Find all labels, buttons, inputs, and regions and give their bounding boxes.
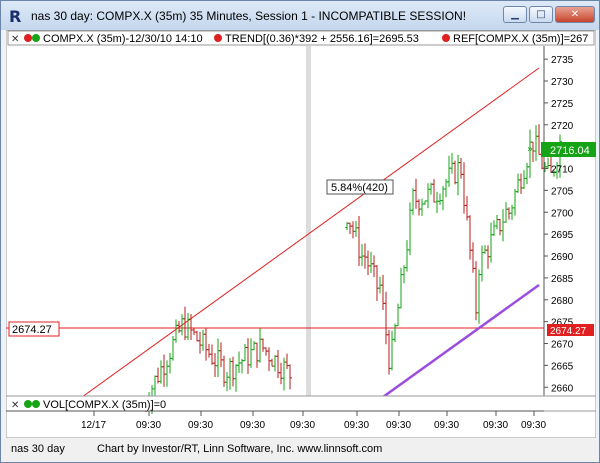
price-tick-label: 2730 <box>551 77 574 88</box>
chart-area[interactable]: ✕ COMPX.X (35m)-12/30/10 14:10 TREND[(0.… <box>6 30 596 438</box>
legend-price-text: COMPX.X (35m)-12/30/10 14:10 <box>43 33 203 45</box>
volume-dot-icon <box>24 400 32 408</box>
reference-axis-label: 2674.27 <box>550 326 587 337</box>
close-button[interactable]: ✕ <box>555 6 595 23</box>
price-tick-label: 2710 <box>551 165 574 176</box>
price-tick-label: 2695 <box>551 230 574 241</box>
legend-trend-text: TREND[(0.36)*392 + 2556.16]=2695.53 <box>225 33 419 45</box>
legend-price-dot-icon <box>32 34 40 42</box>
time-tick-label: 09:30 <box>344 420 369 431</box>
time-tick-label: 09:30 <box>434 420 459 431</box>
reference-label: 2674.27 <box>12 324 52 336</box>
volume-dot2-icon <box>32 400 40 408</box>
legend-close-icon[interactable]: ✕ <box>11 34 19 45</box>
status-bar: nas 30 day Chart by Investor/RT, Linn So… <box>1 438 599 462</box>
legend-red-dot-icon <box>24 34 32 42</box>
title-bar[interactable]: R nas 30 day: COMPX.X (35m) 35 Minutes, … <box>1 1 599 30</box>
maximize-button[interactable]: □ <box>529 6 553 23</box>
footer-chart-name: nas 30 day <box>11 443 65 455</box>
price-tick-label: 2735 <box>551 55 574 66</box>
footer-credit: Chart by Investor/RT, Linn Software, Inc… <box>97 443 382 455</box>
legend-ref-text: REF[COMPX.X (35m)]=267 <box>453 33 588 45</box>
last-price-arrow-icon: » <box>527 144 533 155</box>
price-tick-label: 2700 <box>551 208 574 219</box>
percent-change-annotation: 5.84%(420) <box>331 182 388 194</box>
time-tick-label: 12/17 <box>81 420 106 431</box>
legend-row: ✕ COMPX.X (35m)-12/30/10 14:10 TREND[(0.… <box>8 31 594 45</box>
time-tick-label: 09:30 <box>386 420 411 431</box>
close-icon: ✕ <box>571 9 579 20</box>
price-tick-label: 2685 <box>551 274 574 285</box>
volume-legend-text: VOL[COMPX.X (35m)]=0 <box>43 399 166 411</box>
price-tick-label: 2720 <box>551 121 574 132</box>
price-tick-label: 2670 <box>551 340 574 351</box>
legend-ref-dot-icon <box>442 34 450 42</box>
legend-trend-dot-icon <box>214 34 222 42</box>
price-tick-label: 2705 <box>551 186 574 197</box>
investor-rt-logo-icon: R <box>9 7 21 26</box>
price-tick-label: 2725 <box>551 99 574 110</box>
time-tick-label: 09:30 <box>188 420 213 431</box>
price-tick-label: 2690 <box>551 252 574 263</box>
volume-close-icon[interactable]: ✕ <box>11 400 19 411</box>
session-break-band <box>306 46 311 396</box>
time-tick-label: 09:30 <box>136 420 161 431</box>
time-tick-label: 09:30 <box>483 420 508 431</box>
time-tick-label: 09:30 <box>521 420 546 431</box>
volume-pane[interactable]: ✕ VOL[COMPX.X (35m)]=0 <box>6 396 596 411</box>
time-tick-label: 09:30 <box>290 420 315 431</box>
window-title: nas 30 day: COMPX.X (35m) 35 Minutes, Se… <box>31 9 466 23</box>
price-tick-label: 2665 <box>551 361 574 372</box>
price-tick-label: 2680 <box>551 296 574 307</box>
time-tick-label: 09:30 <box>240 420 265 431</box>
price-tick-label: 2660 <box>551 383 574 394</box>
last-price-label: 2716.04 <box>550 145 590 157</box>
minimize-icon: ▁ <box>511 9 519 20</box>
maximize-icon: □ <box>536 9 545 20</box>
minimize-button[interactable]: ▁ <box>503 6 527 23</box>
